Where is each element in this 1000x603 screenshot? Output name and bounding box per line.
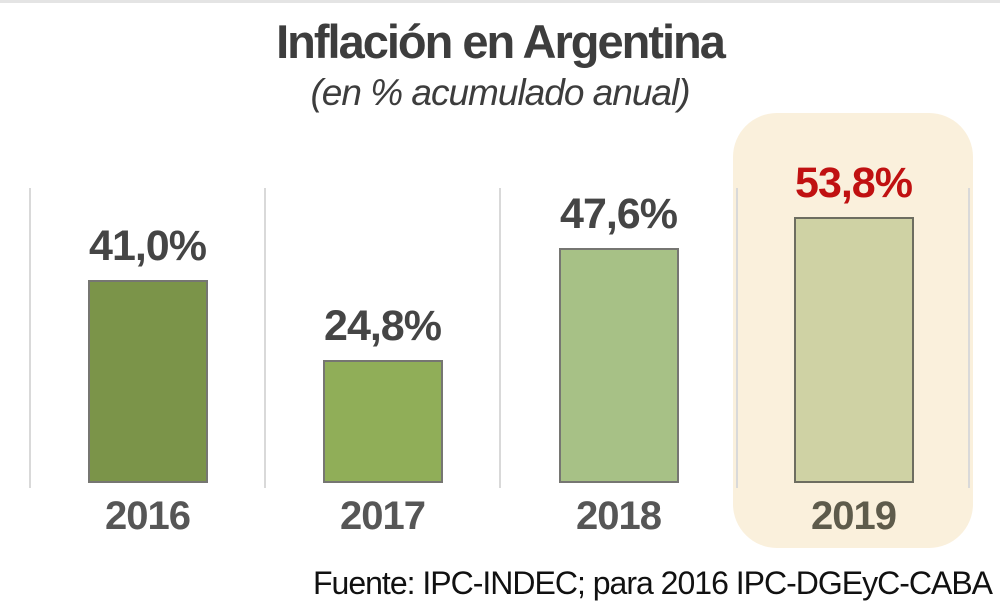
grid-line (29, 188, 31, 488)
grid-line (968, 188, 970, 488)
bar-2016 (87, 280, 208, 483)
bar-value-label-2017: 24,8% (324, 302, 442, 350)
bar-2018 (558, 248, 679, 483)
grid-line (499, 188, 501, 488)
bar-group-2019: 53,8% 2019 (737, 0, 970, 603)
top-rule-line (0, 0, 1000, 3)
year-label-2018: 2018 (576, 494, 662, 538)
chart-title: Inflación en Argentina (276, 15, 726, 68)
bar-value-label-2019: 53,8% (795, 159, 913, 207)
bar-group-2016: 41,0% 2016 (30, 0, 265, 603)
bar-group-2018: 47,6% 2018 (500, 0, 737, 603)
chart-subtitle: (en % acumulado anual) (310, 72, 690, 113)
year-label-2019: 2019 (811, 494, 897, 538)
bar-2017 (322, 360, 443, 483)
year-label-2017: 2017 (340, 494, 426, 538)
grid-line (736, 188, 738, 488)
bar-2019 (793, 217, 914, 483)
bar-group-2017: 24,8% 2017 (265, 0, 500, 603)
bar-value-label-2016: 41,0% (89, 222, 207, 270)
bar-value-label-2018: 47,6% (560, 190, 678, 238)
year-label-2016: 2016 (105, 494, 191, 538)
grid-line (264, 188, 266, 488)
source-note: Fuente: IPC-INDEC; para 2016 IPC-DGEyC-C… (312, 565, 993, 601)
